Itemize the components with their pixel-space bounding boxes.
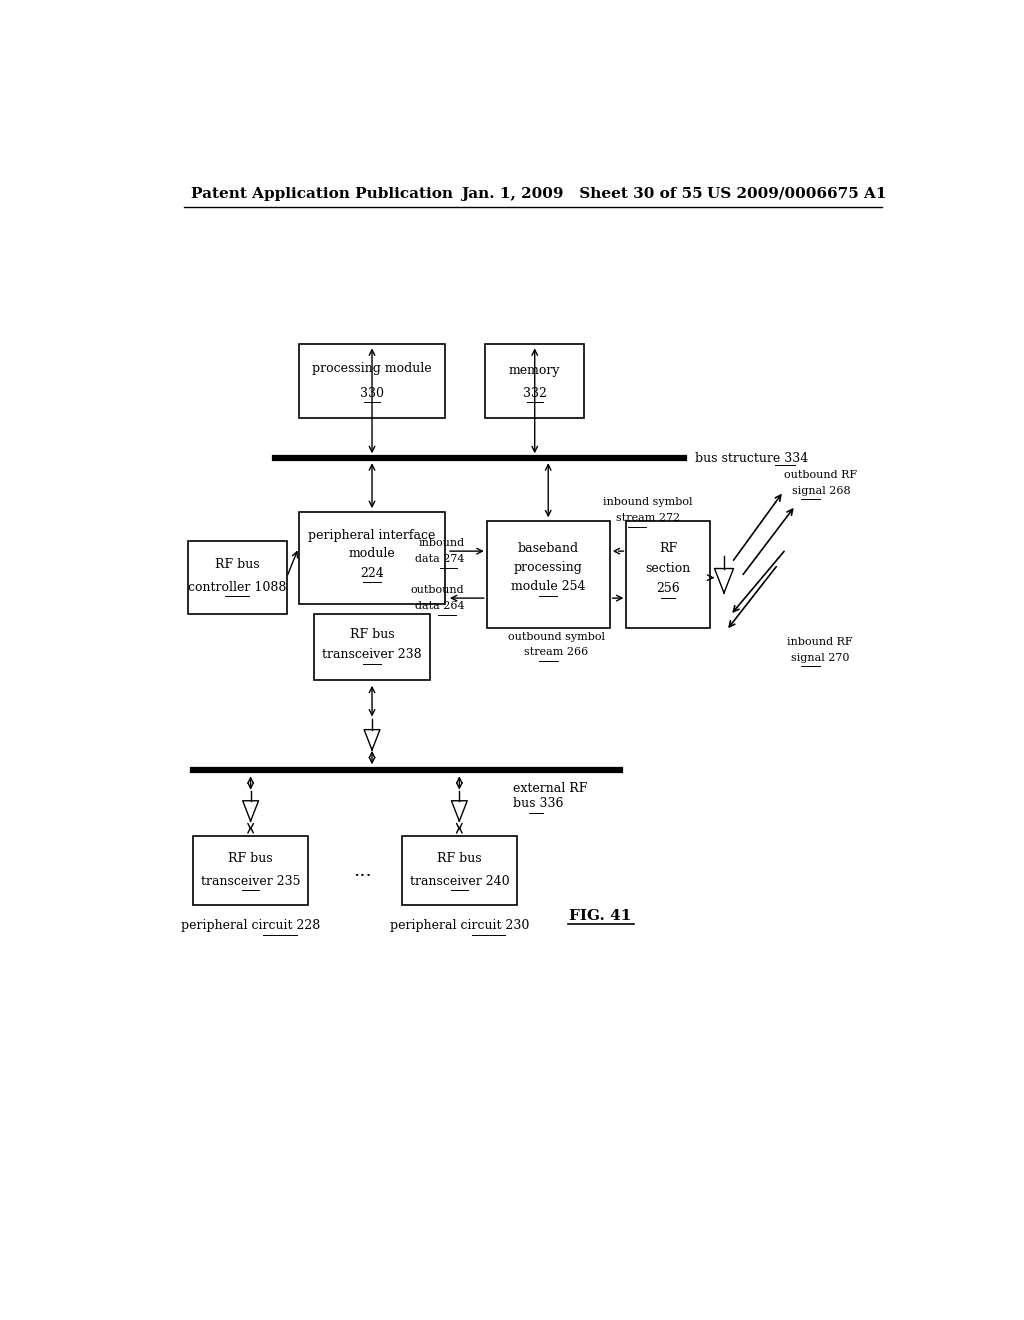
Text: peripheral circuit 230: peripheral circuit 230 bbox=[390, 919, 529, 932]
Text: 332: 332 bbox=[523, 387, 547, 400]
Text: outbound RF: outbound RF bbox=[784, 470, 857, 480]
Text: ...: ... bbox=[352, 862, 372, 880]
Text: peripheral interface: peripheral interface bbox=[308, 529, 436, 543]
Text: 330: 330 bbox=[360, 387, 384, 400]
Text: RF bus: RF bus bbox=[215, 558, 259, 572]
Text: section: section bbox=[645, 562, 690, 576]
Text: transceiver 238: transceiver 238 bbox=[323, 648, 422, 661]
Text: bus structure 334: bus structure 334 bbox=[695, 451, 809, 465]
Text: Jan. 1, 2009   Sheet 30 of 55: Jan. 1, 2009 Sheet 30 of 55 bbox=[461, 187, 702, 201]
Text: outbound symbol: outbound symbol bbox=[508, 632, 605, 642]
Text: 224: 224 bbox=[360, 566, 384, 579]
Bar bbox=[485, 345, 585, 417]
Bar bbox=[187, 541, 287, 614]
Text: baseband: baseband bbox=[518, 541, 579, 554]
Bar bbox=[194, 837, 308, 906]
Text: data 274: data 274 bbox=[415, 554, 465, 564]
Text: RF: RF bbox=[659, 541, 677, 554]
Text: RF bus: RF bus bbox=[350, 628, 394, 642]
Text: RF bus: RF bus bbox=[228, 853, 273, 865]
Text: signal 268: signal 268 bbox=[792, 486, 850, 496]
Bar bbox=[401, 837, 517, 906]
Text: data 264: data 264 bbox=[415, 601, 465, 611]
Text: RF bus: RF bus bbox=[437, 853, 481, 865]
Text: transceiver 235: transceiver 235 bbox=[201, 875, 300, 887]
Text: outbound: outbound bbox=[411, 585, 465, 595]
Text: stream 266: stream 266 bbox=[524, 647, 589, 657]
Text: bus 336: bus 336 bbox=[513, 797, 563, 810]
Text: US 2009/0006675 A1: US 2009/0006675 A1 bbox=[708, 187, 887, 201]
Text: processing module: processing module bbox=[312, 362, 432, 375]
Bar bbox=[627, 521, 710, 628]
Bar bbox=[299, 345, 445, 417]
Text: stream 272: stream 272 bbox=[615, 512, 680, 523]
Text: peripheral circuit 228: peripheral circuit 228 bbox=[181, 919, 321, 932]
Text: Patent Application Publication: Patent Application Publication bbox=[191, 187, 454, 201]
Text: 256: 256 bbox=[656, 582, 680, 595]
Text: inbound symbol: inbound symbol bbox=[603, 498, 692, 507]
Text: module: module bbox=[348, 548, 395, 560]
Text: processing: processing bbox=[514, 561, 583, 574]
Text: external RF: external RF bbox=[513, 781, 588, 795]
Text: FIG. 41: FIG. 41 bbox=[569, 908, 632, 923]
Text: signal 270: signal 270 bbox=[791, 653, 849, 663]
Text: controller 1088: controller 1088 bbox=[188, 581, 287, 594]
Bar bbox=[314, 614, 430, 680]
Text: module 254: module 254 bbox=[511, 581, 586, 593]
Text: inbound: inbound bbox=[419, 539, 465, 548]
Text: transceiver 240: transceiver 240 bbox=[410, 875, 509, 887]
Bar bbox=[299, 512, 445, 603]
Text: memory: memory bbox=[509, 364, 560, 378]
Bar bbox=[486, 521, 609, 628]
Text: inbound RF: inbound RF bbox=[787, 636, 853, 647]
